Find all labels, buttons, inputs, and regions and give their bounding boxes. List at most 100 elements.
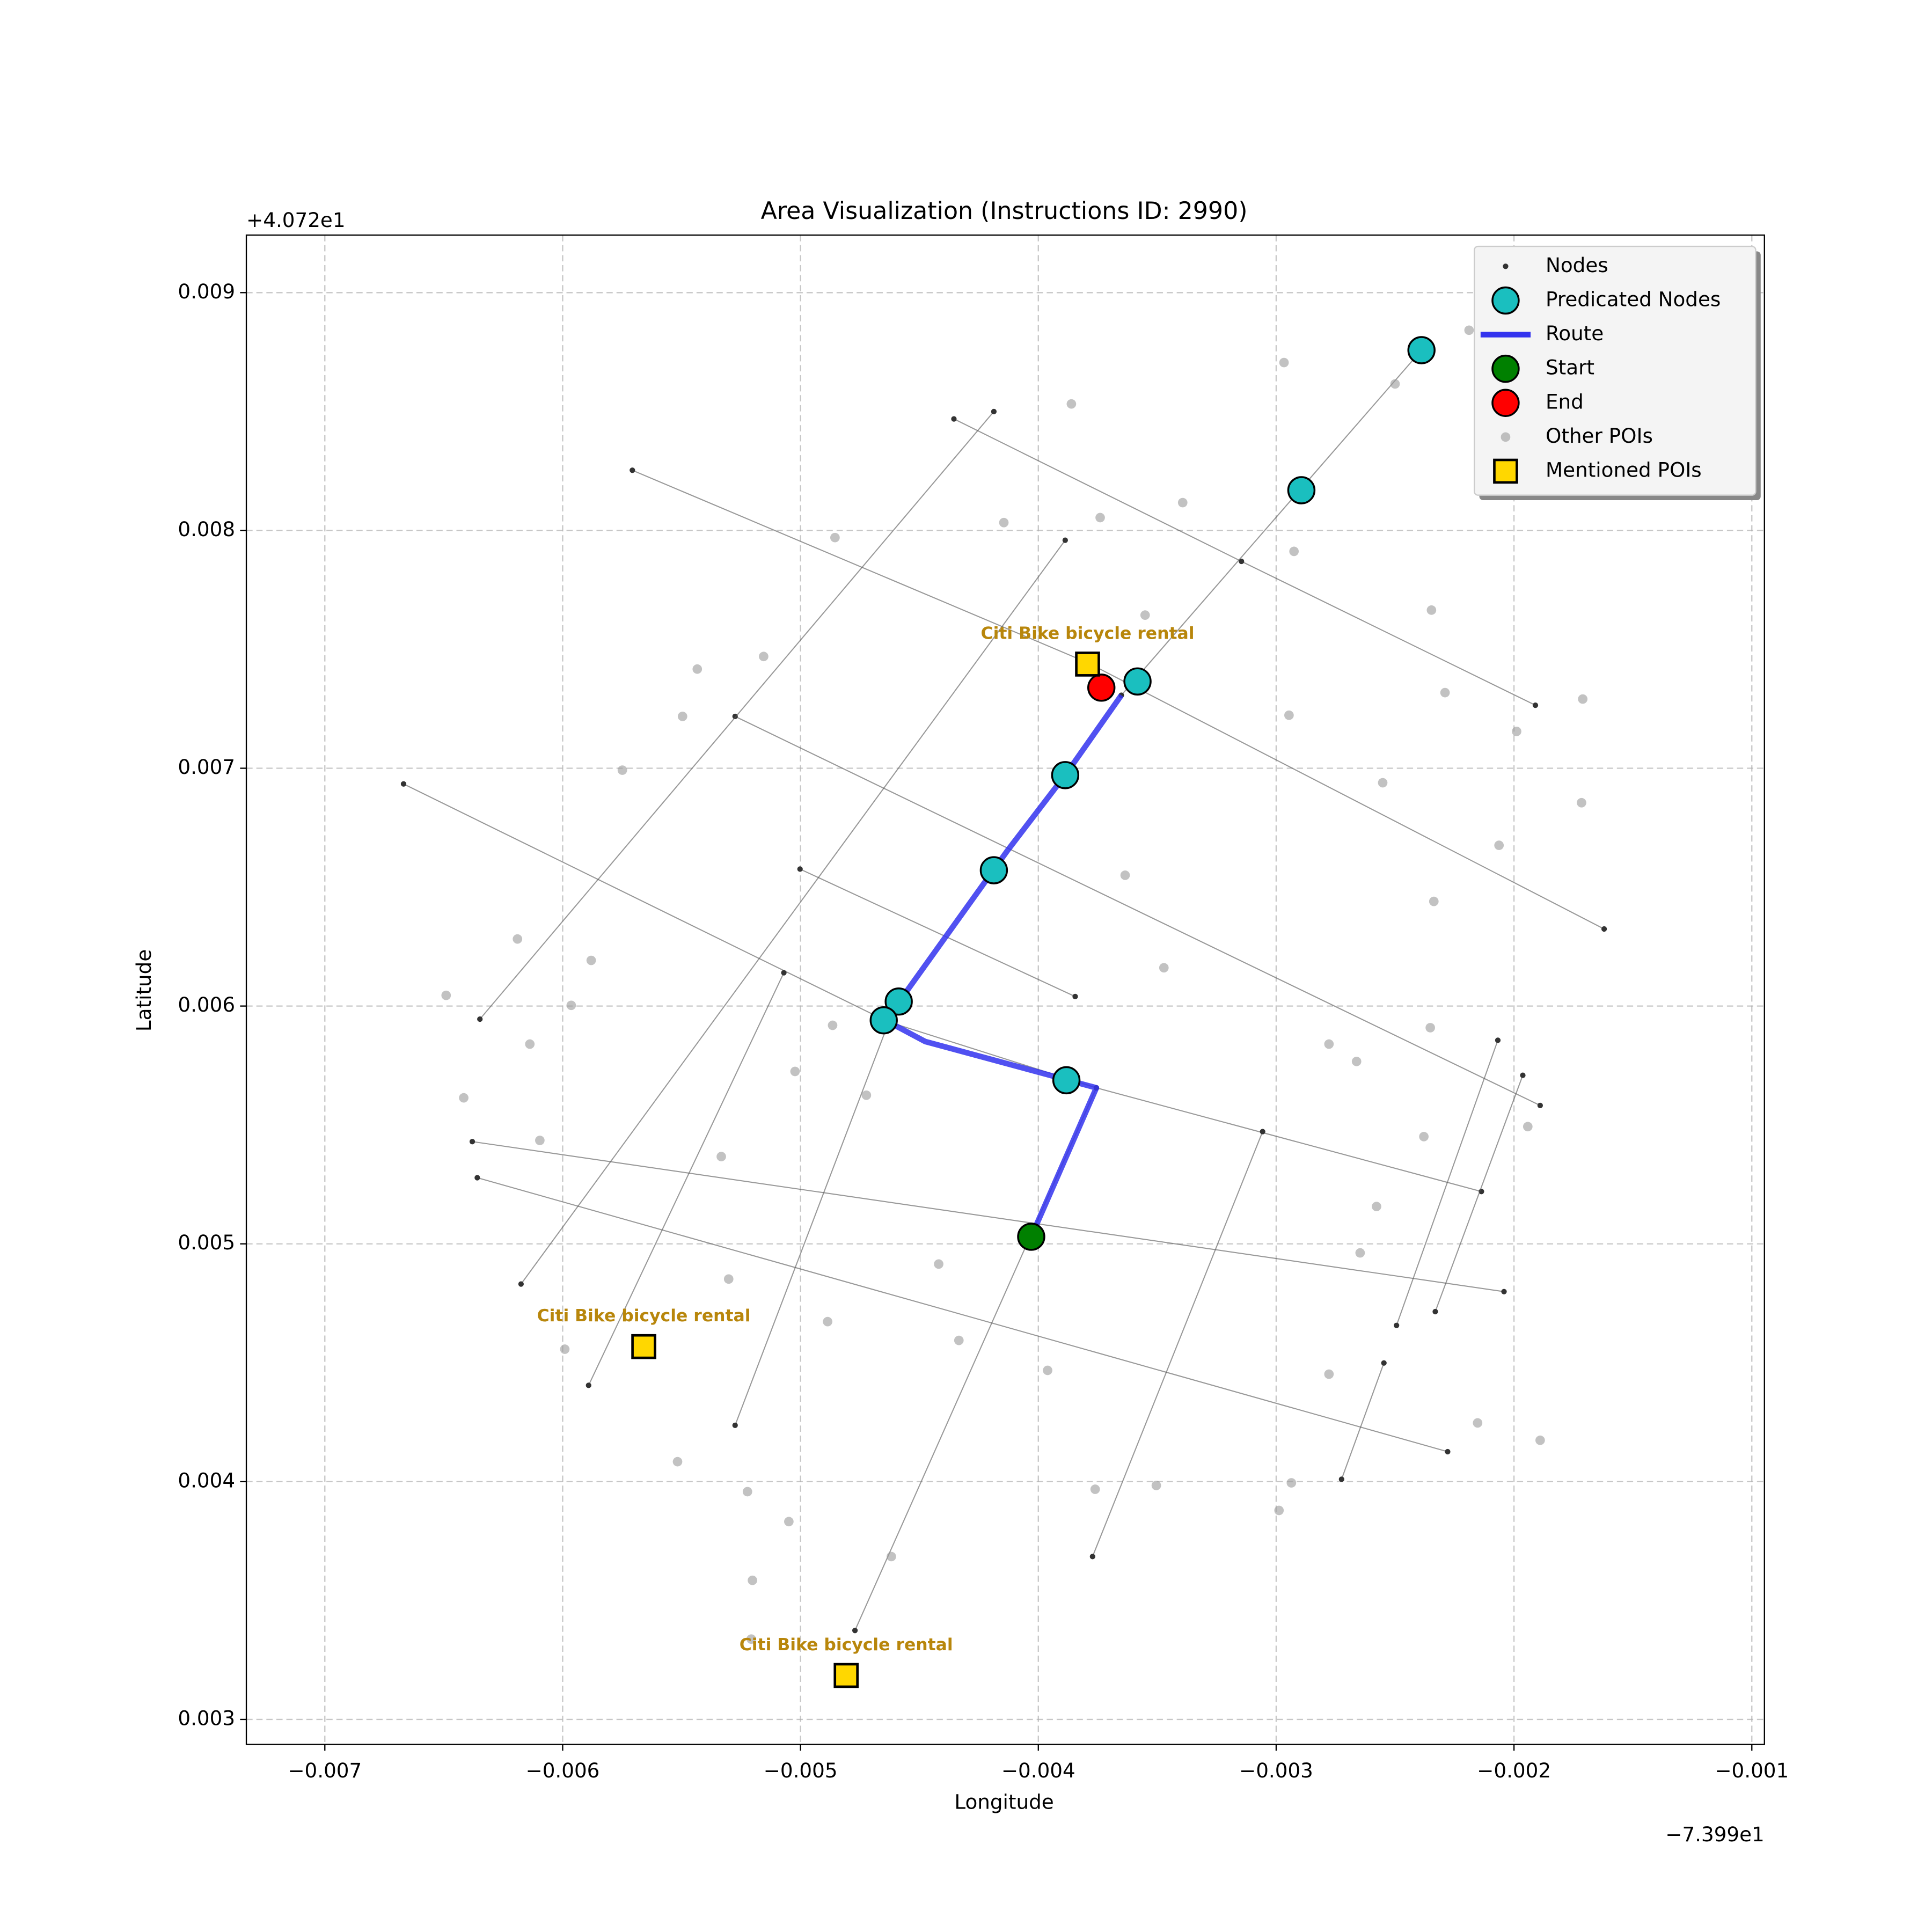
other-poi bbox=[441, 990, 451, 1000]
y-tick-label: 0.006 bbox=[178, 993, 235, 1016]
predicted-node bbox=[1052, 1066, 1081, 1095]
x-axis-label: Longitude bbox=[954, 1790, 1053, 1814]
other-poi bbox=[1464, 325, 1474, 335]
street bbox=[521, 539, 1066, 1285]
node bbox=[852, 1628, 858, 1634]
other-poi bbox=[790, 1066, 800, 1077]
node bbox=[1601, 926, 1607, 932]
other-poi bbox=[1535, 1435, 1545, 1445]
other-poi bbox=[954, 1335, 964, 1345]
other-poi bbox=[1095, 513, 1105, 523]
other-poi bbox=[1523, 1122, 1533, 1132]
street bbox=[477, 1177, 1448, 1453]
legend-label: Start bbox=[1546, 356, 1594, 379]
other-poi bbox=[1355, 1248, 1365, 1258]
other-poi bbox=[1177, 497, 1188, 508]
street bbox=[403, 783, 1482, 1192]
x-tick-label: −0.002 bbox=[1477, 1759, 1551, 1782]
node bbox=[630, 467, 635, 473]
other-poi bbox=[1151, 1481, 1161, 1490]
node bbox=[477, 1016, 483, 1022]
node bbox=[1089, 1554, 1095, 1560]
predicted-node bbox=[884, 987, 913, 1016]
x-tick-label: −0.004 bbox=[1001, 1759, 1075, 1782]
node bbox=[1381, 1360, 1387, 1366]
street bbox=[735, 715, 1541, 1106]
other-poi bbox=[1289, 546, 1299, 557]
street bbox=[800, 868, 1075, 997]
predicted-node bbox=[1407, 336, 1436, 364]
other-poi bbox=[1429, 896, 1439, 906]
legend-box bbox=[1474, 245, 1757, 496]
other-poi bbox=[459, 1093, 469, 1103]
other-poi bbox=[1324, 1039, 1334, 1049]
other-poi bbox=[1419, 1132, 1429, 1141]
predicted-node bbox=[869, 1006, 898, 1035]
other-poi bbox=[566, 1000, 576, 1011]
legend-key bbox=[1493, 458, 1518, 484]
other-poi bbox=[617, 765, 627, 775]
street bbox=[1435, 1075, 1524, 1312]
other-poi bbox=[1043, 1365, 1052, 1375]
other-poi bbox=[1425, 1023, 1435, 1033]
other-poi bbox=[1274, 1505, 1284, 1516]
other-poi bbox=[513, 934, 523, 944]
poi-label: Citi Bike bicycle rental bbox=[537, 1306, 751, 1326]
node bbox=[797, 866, 803, 872]
other-poi bbox=[1066, 399, 1077, 409]
x-tick-label: −0.003 bbox=[1239, 1759, 1313, 1782]
other-poi bbox=[742, 1487, 752, 1497]
street bbox=[1092, 1131, 1263, 1557]
legend-key bbox=[1491, 354, 1520, 383]
other-poi bbox=[1494, 840, 1504, 850]
other-poi bbox=[861, 1090, 872, 1100]
node bbox=[1445, 1448, 1451, 1455]
node bbox=[1239, 558, 1245, 565]
node bbox=[1394, 1322, 1400, 1328]
mentioned-poi bbox=[833, 1663, 859, 1688]
other-poi bbox=[1120, 870, 1130, 880]
other-poi bbox=[672, 1457, 683, 1467]
other-poi bbox=[759, 652, 769, 662]
legend-label: Other POIs bbox=[1546, 424, 1653, 448]
grid bbox=[246, 235, 1765, 1745]
node bbox=[469, 1139, 475, 1145]
legend: Nodes Predicated Nodes Route Start End Other … bbox=[1474, 245, 1761, 501]
node bbox=[1501, 1289, 1507, 1294]
other-poi bbox=[1324, 1369, 1334, 1379]
other-poi bbox=[1286, 1478, 1297, 1488]
other-poi bbox=[1512, 726, 1521, 736]
node bbox=[991, 408, 997, 414]
other-poi bbox=[1390, 379, 1400, 389]
y-tick-label: 0.007 bbox=[178, 755, 235, 779]
other-poi bbox=[1279, 357, 1289, 368]
legend-label: Mentioned POIs bbox=[1546, 458, 1702, 481]
legend-label: Predicated Nodes bbox=[1546, 287, 1721, 311]
node bbox=[1432, 1308, 1438, 1315]
node bbox=[781, 970, 787, 976]
start bbox=[1017, 1223, 1045, 1251]
legend-key bbox=[1491, 286, 1520, 315]
other-poi bbox=[934, 1259, 943, 1269]
other-poi bbox=[1284, 710, 1294, 720]
other-poi bbox=[677, 712, 687, 721]
other-poi bbox=[1578, 694, 1588, 704]
node bbox=[1495, 1037, 1501, 1043]
x-tick-label: −0.007 bbox=[288, 1759, 362, 1782]
x-tick-label: −0.001 bbox=[1715, 1759, 1789, 1782]
y-tick-label: 0.005 bbox=[178, 1231, 235, 1254]
legend-label: End bbox=[1546, 390, 1584, 413]
y-offset-label: +4.072e1 bbox=[246, 208, 346, 232]
other-poi bbox=[1159, 963, 1169, 973]
street bbox=[588, 972, 785, 1386]
node bbox=[1072, 993, 1078, 1000]
y-tick-label: 0.004 bbox=[178, 1468, 235, 1492]
axes-frame bbox=[245, 234, 1765, 1745]
node bbox=[1532, 702, 1539, 708]
other-poi bbox=[723, 1274, 734, 1284]
predicted-node bbox=[1287, 476, 1316, 504]
node bbox=[1520, 1072, 1526, 1078]
node bbox=[474, 1175, 480, 1181]
other-poi bbox=[692, 664, 702, 674]
predicted-node bbox=[979, 856, 1008, 884]
